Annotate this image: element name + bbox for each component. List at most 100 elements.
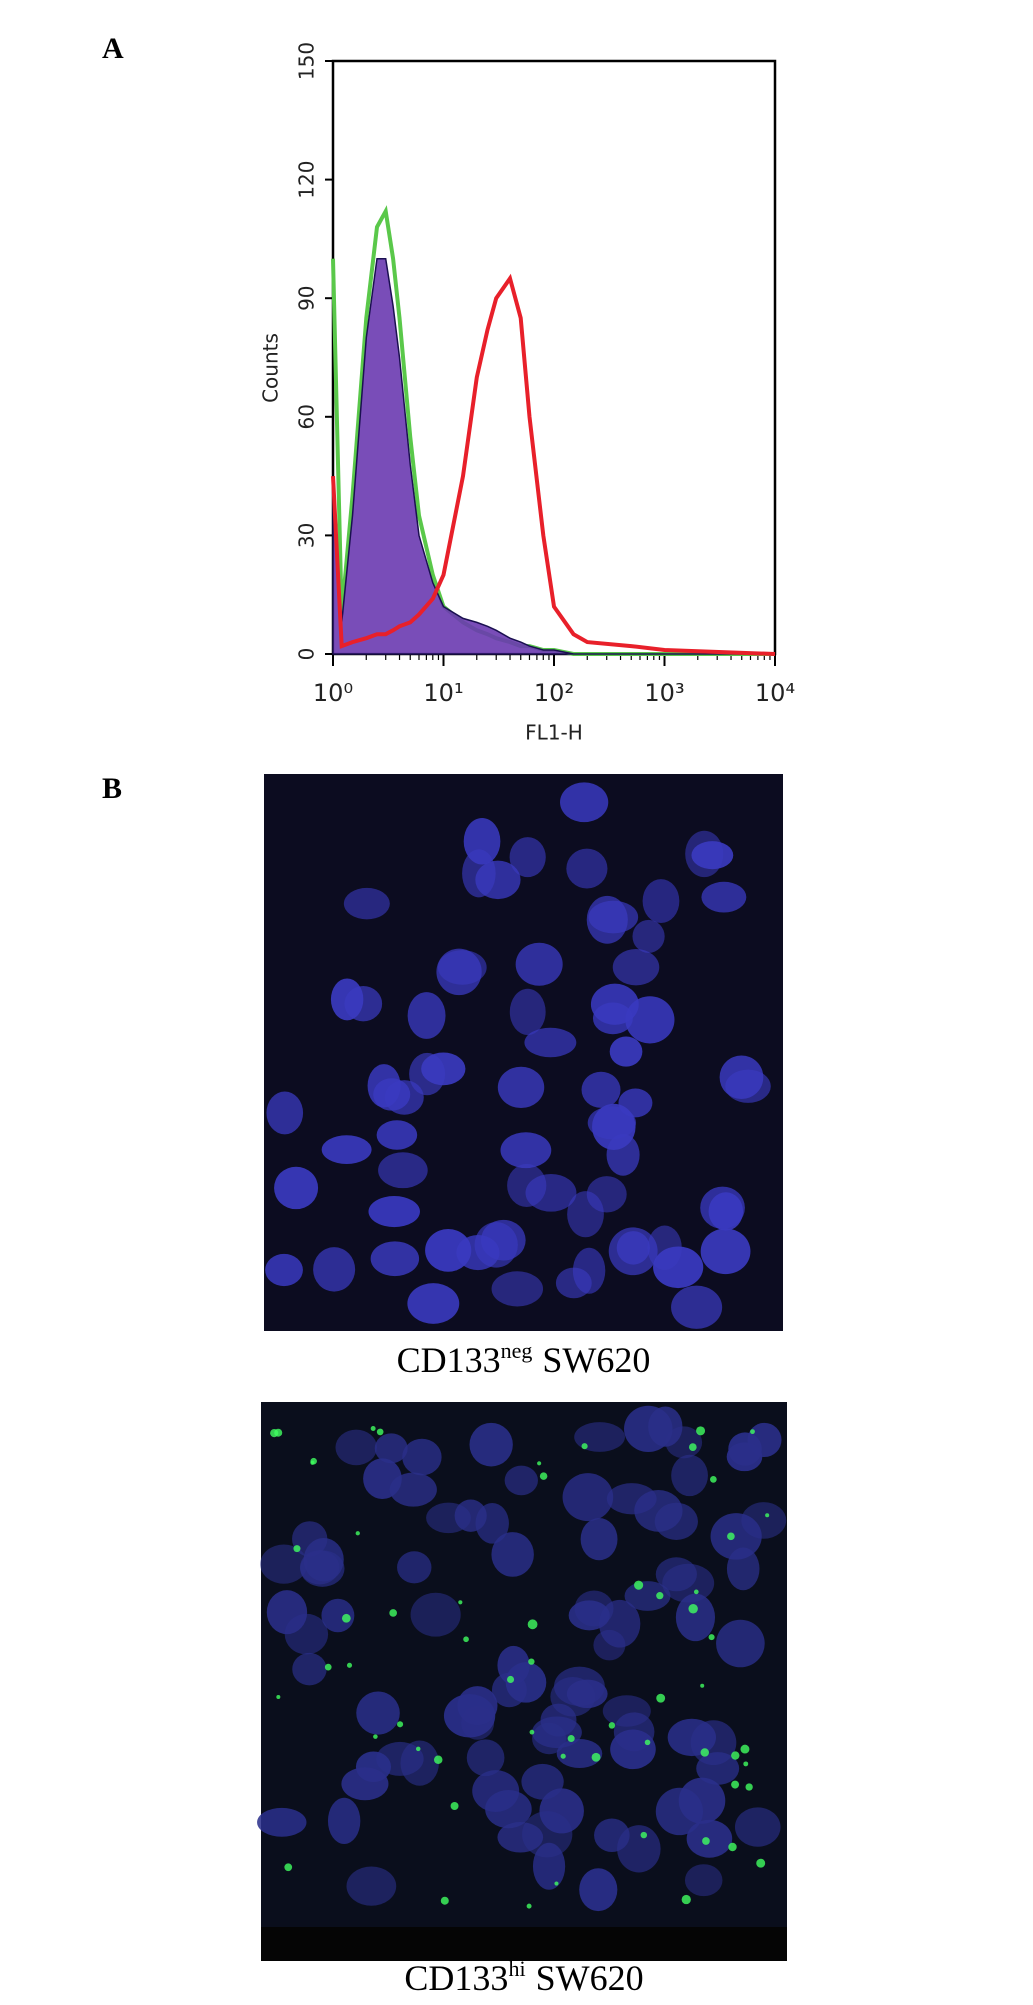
y-tick-label: 30 [295,523,319,548]
y-tick-label: 150 [295,42,319,80]
nucleus [566,848,608,889]
y-tick-label: 90 [295,285,319,310]
nucleus [507,1163,547,1207]
green-dot [463,1636,469,1643]
nucleus [592,1103,636,1150]
nucleus [376,1741,424,1776]
nucleus [497,1066,545,1109]
green-dot [727,1532,735,1541]
nucleus [684,1864,723,1897]
nucleus [491,1532,534,1577]
nucleus [397,1551,432,1584]
nucleus [341,1767,389,1801]
green-dot [700,1683,705,1688]
green-dot [341,1613,351,1623]
nucleus [509,837,546,878]
nucleus [466,1739,505,1777]
green-dot [293,1545,301,1553]
nucleus [409,1052,446,1096]
green-dot [581,1443,588,1450]
green-dot [284,1863,293,1872]
nucleus [463,817,501,865]
green-dot [355,1531,360,1536]
nucleus [454,1499,487,1532]
caption-sup: neg [501,1338,533,1363]
green-dot [528,1658,535,1665]
nucleus [335,1429,378,1466]
x-tick-label: 10¹ [423,679,463,707]
green-dot [526,1903,532,1909]
nucleus [410,1592,461,1637]
image-caption: CD133hi SW620 [404,1956,643,1998]
panel-label: B [102,772,122,805]
nucleus [671,1285,723,1329]
green-dot [310,1457,317,1465]
panel-label: A [102,32,124,65]
nucleus [567,1191,604,1238]
x-tick-label: 10² [534,679,574,707]
green-dot [440,1896,449,1905]
nucleus [594,1818,630,1853]
nucleus [685,830,724,878]
nucleus [655,1787,704,1836]
nucleus [378,1152,428,1189]
caption-sup: hi [508,1956,525,1981]
green-dot [634,1580,644,1590]
y-tick-label: 60 [295,404,319,429]
green-dot [433,1755,443,1765]
nucleus [700,1186,745,1229]
nucleus [612,948,660,986]
nucleus [500,1132,552,1169]
nucleus [457,1686,498,1726]
nucleus [425,1228,472,1272]
green-dot [731,1780,740,1789]
histogram-area [332,257,775,655]
nucleus [608,1227,658,1276]
nucleus [402,1438,442,1476]
nucleus [299,1550,340,1585]
green-dot [708,1634,715,1641]
green-dot [370,1426,376,1431]
nucleus [475,860,521,900]
green-dot [728,1842,737,1852]
green-dot [507,1675,515,1684]
green-dot [389,1609,397,1617]
caption-text: CD133 [404,1958,508,1998]
green-dot [756,1858,766,1868]
nucleus [581,1071,621,1108]
nucleus [257,1807,307,1837]
nucleus [436,948,482,996]
green-dot [681,1894,691,1905]
y-tick-label: 120 [295,161,319,199]
nucleus [321,1598,355,1633]
nucleus [469,1422,513,1467]
nucleus [284,1613,329,1655]
nucleus [716,1619,765,1668]
nucleus [330,978,364,1021]
x-tick-label: 10⁰ [313,679,353,707]
nucleus [606,1483,657,1515]
green-dot [702,1837,710,1845]
micrograph [257,1402,787,1961]
nucleus [710,1513,762,1560]
green-dot [529,1729,535,1735]
green-dot [656,1693,666,1703]
green-dot [539,1472,548,1480]
nucleus [389,1472,437,1507]
nucleus [346,1866,397,1906]
nucleus [642,879,680,924]
green-dot [527,1619,538,1630]
nucleus [590,983,639,1025]
nucleus [370,1241,420,1277]
green-dot [397,1721,404,1728]
green-dot [750,1429,755,1435]
green-dot [458,1600,463,1605]
green-dot [688,1604,698,1614]
nucleus [618,1088,653,1118]
green-dot [765,1513,770,1518]
green-dot [560,1753,566,1759]
green-dot [415,1746,421,1752]
nucleus [515,942,563,986]
nucleus [265,1253,303,1287]
